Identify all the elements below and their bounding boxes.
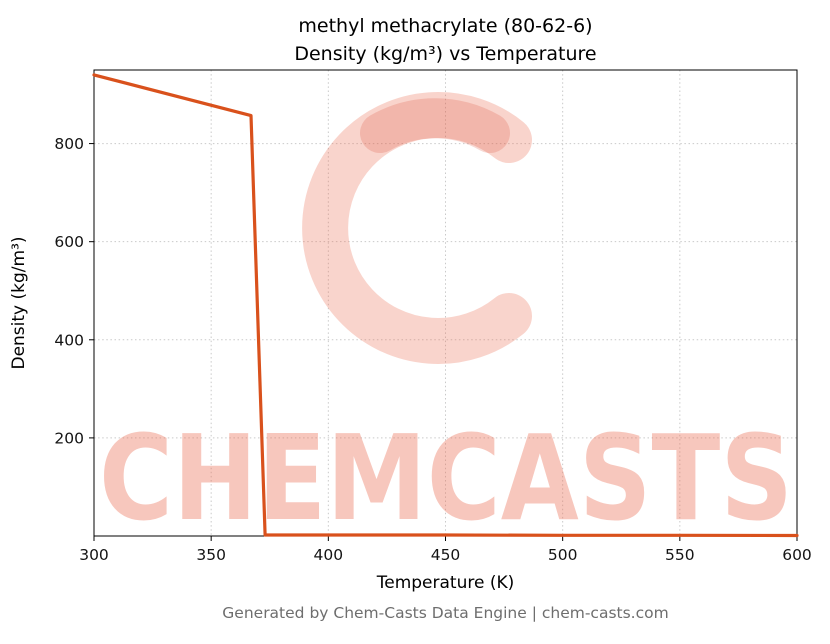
y-tick-label: 400 [54,331,84,349]
x-tick-label: 600 [782,546,812,564]
x-tick-label: 400 [314,546,344,564]
x-axis-label: Temperature (K) [376,573,515,593]
watermark-text: CHEMCASTS [99,409,793,547]
x-tick-label: 550 [665,546,695,564]
x-tick-label: 500 [548,546,578,564]
watermark-c-ring-accent-icon [360,98,510,153]
chart-title: methyl methacrylate (80-62-6) Density (k… [94,12,797,68]
title-line-1: methyl methacrylate (80-62-6) [298,15,593,37]
y-tick-label: 200 [54,429,84,447]
footer-credit: Generated by Chem-Casts Data Engine | ch… [222,604,669,622]
y-axis-label: Density (kg/m³) [9,236,29,369]
x-tick-label: 450 [431,546,461,564]
density-line [92,73,799,538]
x-tick-label: 350 [196,546,226,564]
y-tick-label: 600 [54,233,84,251]
x-tick-label: 300 [79,546,109,564]
title-line-2: Density (kg/m³) vs Temperature [294,43,597,65]
watermark-c-ring-icon [302,92,532,364]
y-tick-label: 800 [54,135,84,153]
